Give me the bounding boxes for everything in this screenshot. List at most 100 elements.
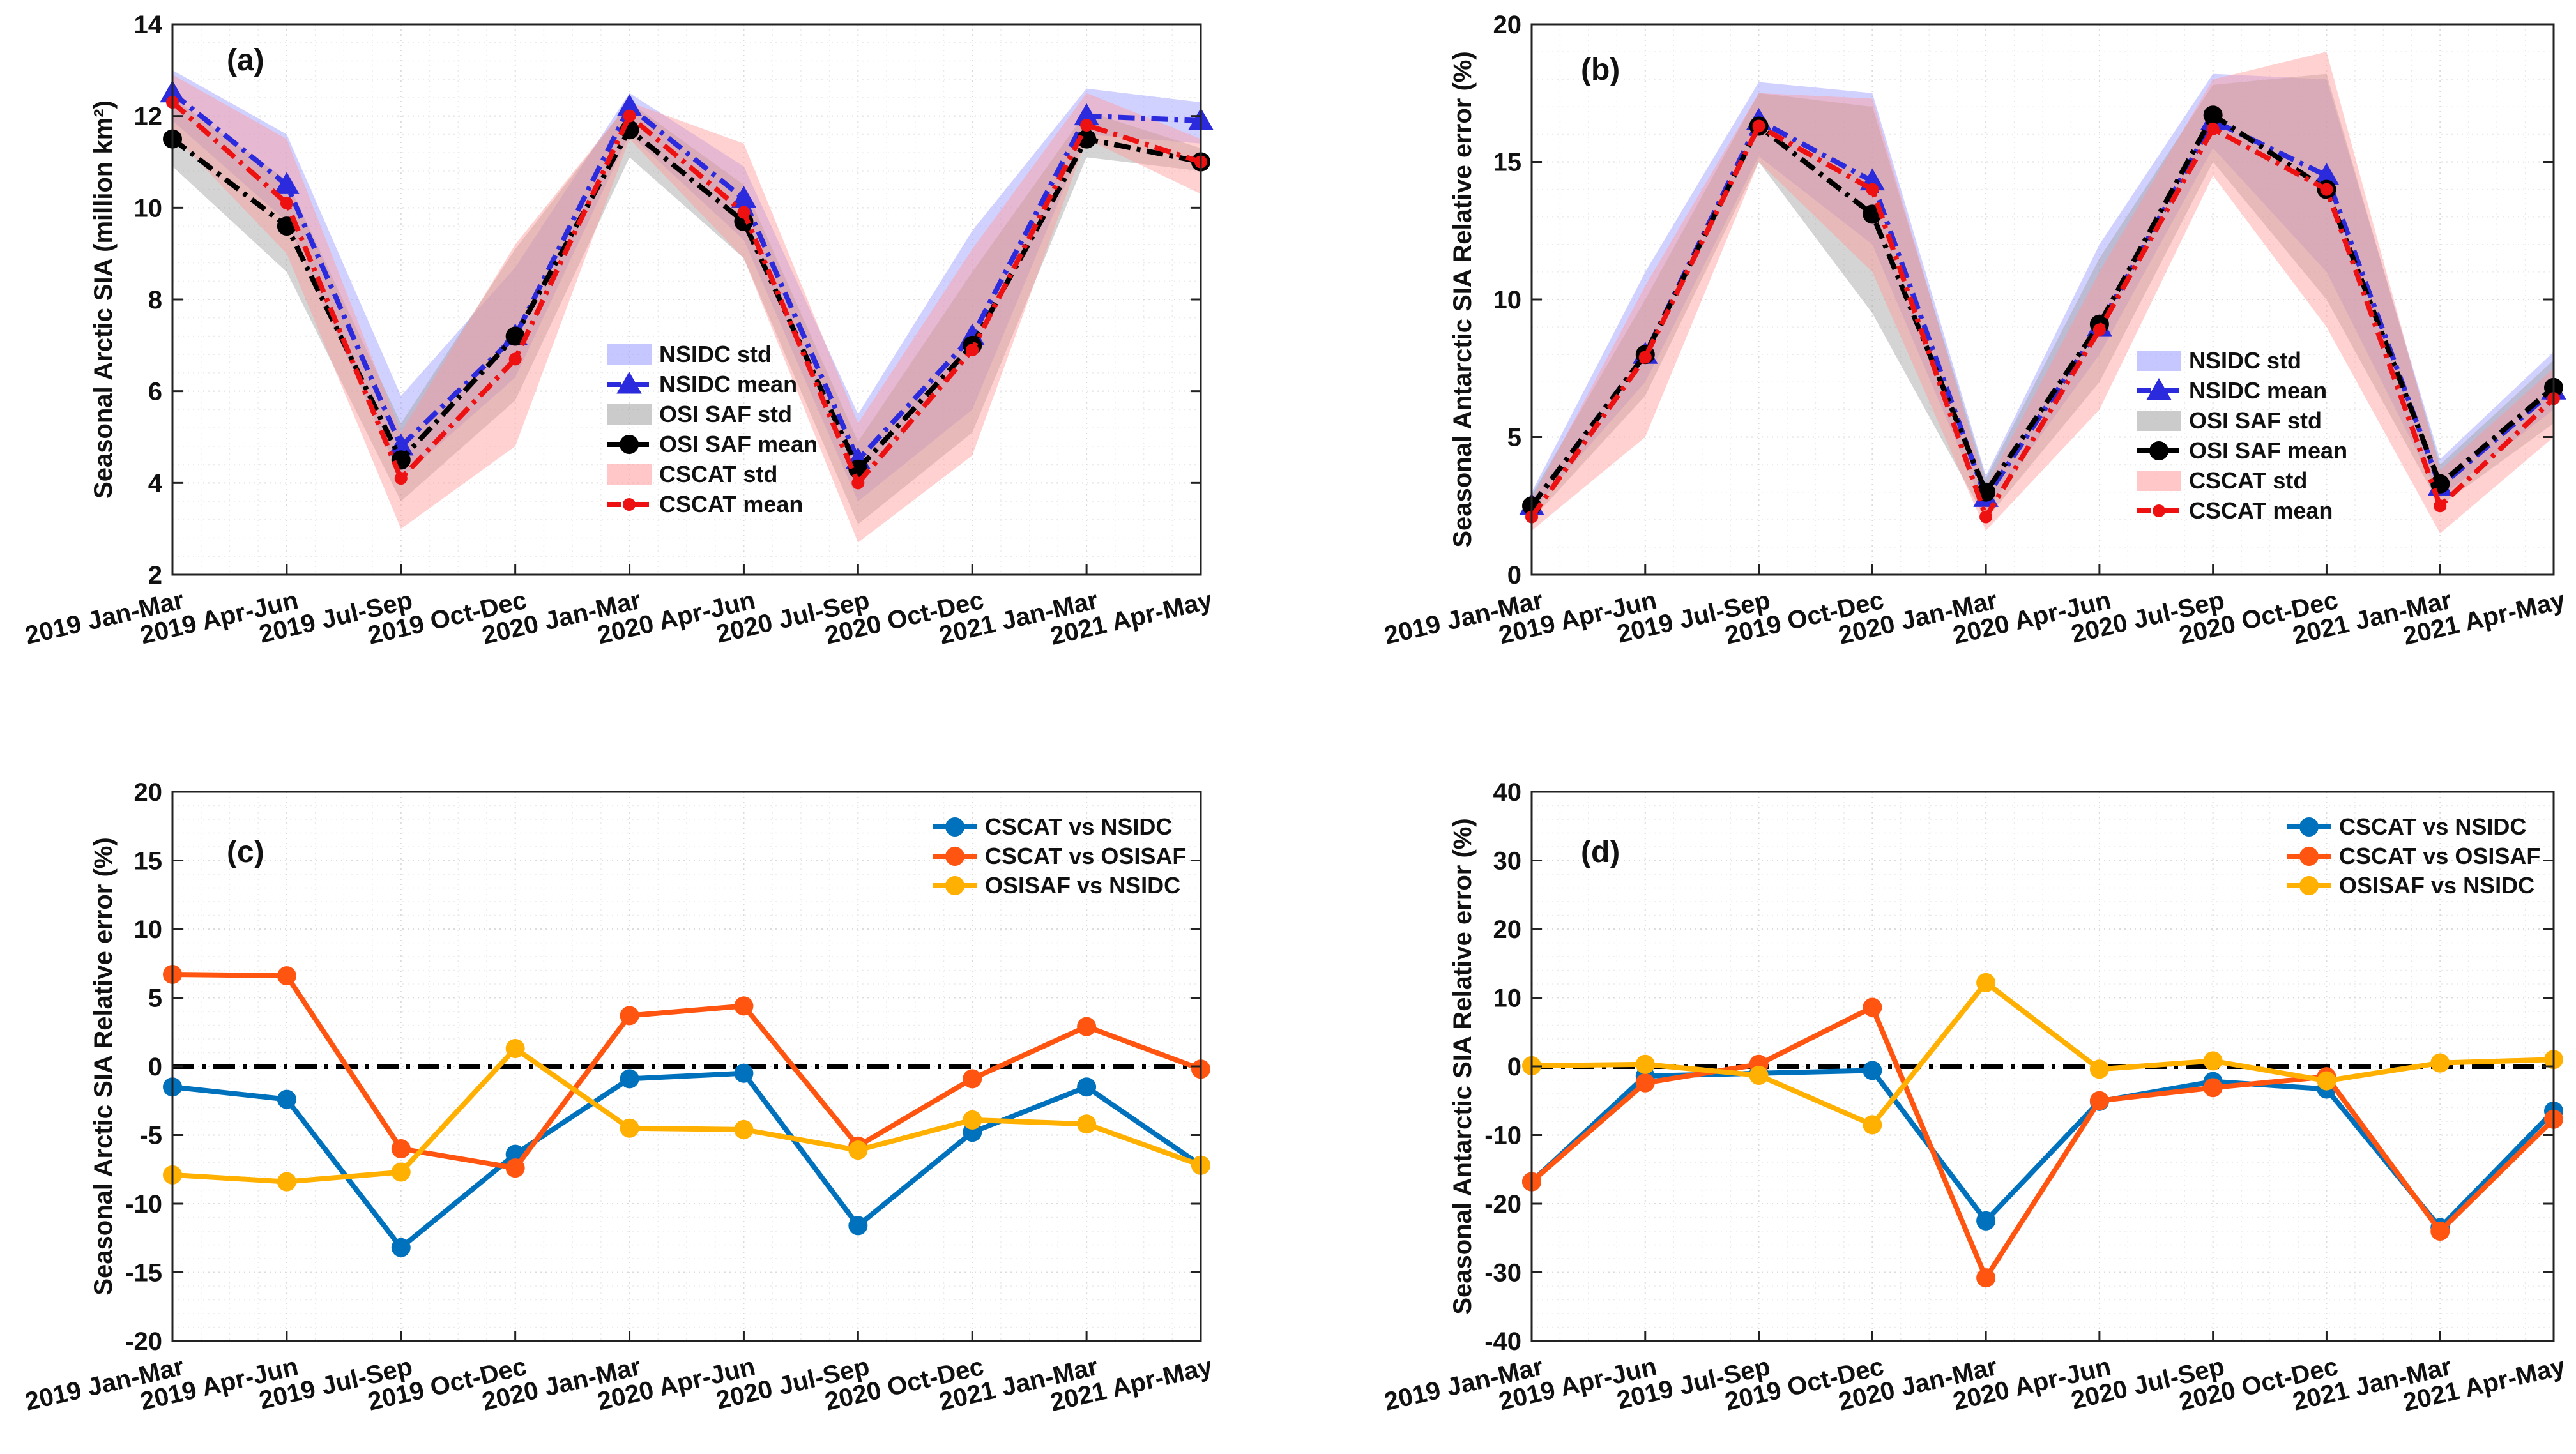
data-point xyxy=(620,1118,639,1138)
legend-b: NSIDC std NSIDC mean OSI SAF std OSI SAF me… xyxy=(2137,347,2347,524)
y-tick-label: 0 xyxy=(1507,561,1521,589)
data-point xyxy=(1752,119,1765,133)
y-tick-label: 40 xyxy=(1493,778,1522,807)
data-point xyxy=(963,1069,982,1089)
data-point xyxy=(734,996,754,1016)
data-point xyxy=(2317,1071,2336,1091)
legend-marker xyxy=(623,498,636,511)
legend-label: CSCAT vs OSISAF xyxy=(985,843,1186,869)
legend-label: CSCAT std xyxy=(2189,467,2307,494)
legend-label: CSCAT vs OSISAF xyxy=(2339,843,2540,869)
data-point xyxy=(277,966,296,986)
data-point xyxy=(391,1238,411,1257)
data-point xyxy=(620,1069,639,1089)
legend-marker xyxy=(620,435,639,454)
panel-label: (c) xyxy=(227,835,264,869)
data-point xyxy=(963,1110,982,1130)
y-tick-label: 0 xyxy=(1507,1053,1521,1081)
y-tick-label: 5 xyxy=(148,985,162,1013)
legend-label: CSCAT mean xyxy=(2189,497,2333,524)
data-point xyxy=(1638,351,1652,364)
y-tick-label: 4 xyxy=(148,469,163,497)
legend-marker xyxy=(945,817,964,837)
data-point xyxy=(280,197,293,210)
data-point xyxy=(277,1172,296,1192)
y-tick-label: 6 xyxy=(148,378,162,406)
legend-marker xyxy=(945,847,964,866)
data-point xyxy=(394,472,408,485)
data-point xyxy=(1863,1061,1882,1080)
y-tick-label: 20 xyxy=(1493,11,1522,39)
data-point xyxy=(1976,973,1996,992)
data-point xyxy=(2430,1053,2450,1073)
y-tick-label: 10 xyxy=(1493,985,1522,1013)
series-osisaf-vs-nsidc xyxy=(163,1039,1210,1192)
data-point xyxy=(2206,122,2220,135)
legend-label: NSIDC std xyxy=(2189,347,2301,374)
legend-label: CSCAT vs NSIDC xyxy=(2339,814,2526,840)
series-cscat-vs-osisaf xyxy=(163,964,1210,1178)
data-point xyxy=(737,206,751,219)
data-point xyxy=(1080,119,1094,132)
legend-label: NSIDC std xyxy=(659,341,772,367)
legend-label: OSI SAF mean xyxy=(2189,437,2347,464)
data-point xyxy=(505,1039,525,1059)
legend-label: CSCAT mean xyxy=(659,491,803,517)
y-tick-label: 2 xyxy=(148,561,162,589)
data-point xyxy=(2092,323,2106,337)
data-point xyxy=(391,1139,411,1158)
series-line xyxy=(171,91,1201,463)
legend-marker xyxy=(2153,504,2165,517)
panel-label: (a) xyxy=(227,43,264,77)
series-cscat-mean xyxy=(166,96,1207,490)
legend-swatch xyxy=(2137,411,2181,431)
data-point xyxy=(2203,1078,2223,1098)
data-point xyxy=(2203,105,2223,125)
data-point xyxy=(1077,1077,1097,1097)
std-band-osi-saf-std xyxy=(1532,73,2554,520)
data-point xyxy=(1749,1065,1769,1085)
y-tick-label: 15 xyxy=(134,847,163,875)
data-point xyxy=(391,1162,411,1182)
legend-marker xyxy=(2149,441,2168,460)
legend-label: NSIDC mean xyxy=(2189,377,2327,404)
legend-label: NSIDC mean xyxy=(659,371,797,397)
legend-label: OSI SAF std xyxy=(659,401,792,427)
y-tick-label: 0 xyxy=(148,1053,162,1081)
legend-marker xyxy=(945,876,964,895)
data-point xyxy=(851,476,865,490)
legend-c: CSCAT vs NSIDC CSCAT vs OSISAF OSISAF vs N… xyxy=(933,814,1186,898)
legend-a: NSIDC std NSIDC mean OSI SAF std OSI SAF me… xyxy=(607,341,818,517)
data-point xyxy=(848,1140,868,1160)
data-point xyxy=(1635,1073,1655,1093)
data-point xyxy=(2089,1059,2109,1079)
data-point xyxy=(1976,1268,1996,1288)
legend-marker xyxy=(2299,817,2319,837)
y-tick-label: -20 xyxy=(125,1328,162,1356)
series-line xyxy=(1529,123,2556,520)
data-point xyxy=(966,344,979,357)
y-tick-label: 14 xyxy=(134,11,163,39)
legend-swatch xyxy=(607,344,652,365)
std-band-nsidc-std xyxy=(1532,73,2554,511)
legend-swatch xyxy=(2137,351,2181,371)
y-tick-label: -10 xyxy=(125,1190,162,1218)
legend-marker xyxy=(616,371,642,394)
series-line xyxy=(1531,980,2554,1128)
y-tick-label: 20 xyxy=(134,778,163,807)
y-tick-label: 10 xyxy=(134,916,163,944)
legend-label: OSISAF vs NSIDC xyxy=(985,872,1180,898)
y-tick-label: -40 xyxy=(1484,1328,1521,1356)
std-band-cscat-std xyxy=(172,75,1201,543)
data-point xyxy=(734,1119,754,1139)
y-tick-label: 30 xyxy=(1493,847,1522,875)
data-point xyxy=(620,1006,639,1026)
y-tick-label: -20 xyxy=(1484,1190,1521,1218)
series-cscat-mean xyxy=(1525,119,2560,524)
std-band-nsidc-std xyxy=(172,70,1201,502)
legend-label: OSI SAF mean xyxy=(659,431,818,457)
data-point xyxy=(2203,1051,2223,1071)
